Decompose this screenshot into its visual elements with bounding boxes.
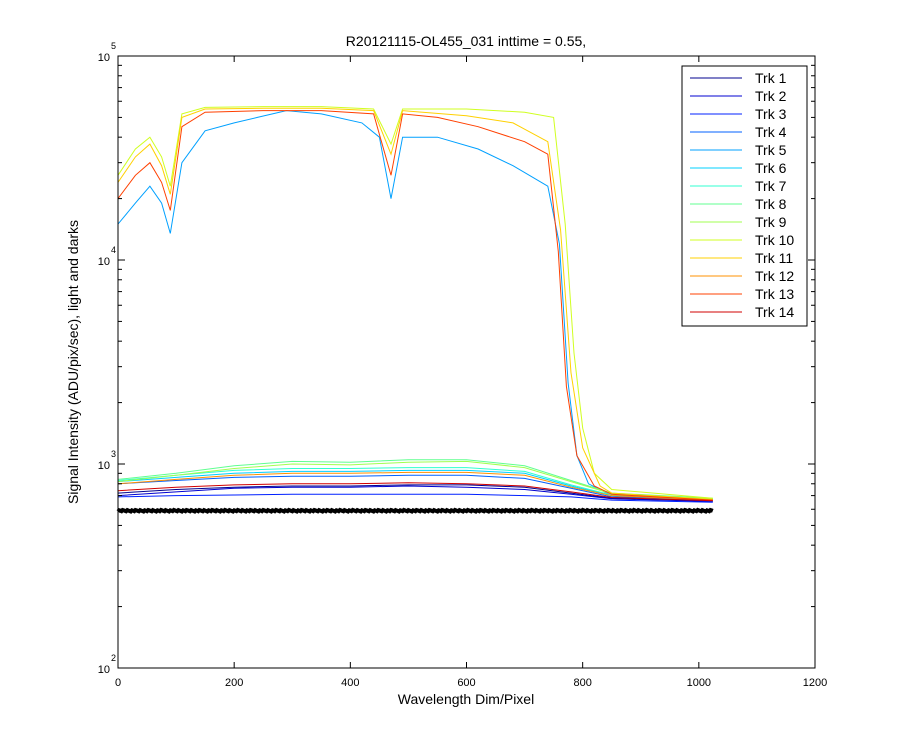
x-tick-label: 800 xyxy=(573,677,591,689)
legend: Trk 1 Trk 2 Trk 3 Trk 4 Trk 5 Trk 6 Trk 7 Trk 8… xyxy=(681,65,808,327)
legend-box xyxy=(681,65,808,327)
y-tick-exponent: 5 xyxy=(111,41,116,51)
legend-label: Trk 4 xyxy=(755,124,787,140)
series-layer xyxy=(118,106,713,503)
legend-label: Trk 2 xyxy=(755,88,787,104)
series-line-trk-9 xyxy=(118,460,713,500)
legend-label: Trk 9 xyxy=(755,214,787,230)
dark-frame-band xyxy=(116,507,714,514)
chart-title: R20121115-OL455_031 inttime = 0.55, xyxy=(346,33,586,49)
x-tick-label: 0 xyxy=(115,677,121,689)
y-tick-label: 10 xyxy=(98,52,110,64)
series-line-trk-14 xyxy=(118,482,713,502)
legend-label: Trk 13 xyxy=(755,286,794,302)
y-tick-exponent: 3 xyxy=(111,449,116,459)
legend-label: Trk 5 xyxy=(755,142,787,158)
y-tick-exponent: 4 xyxy=(111,245,116,255)
x-tick-label: 1000 xyxy=(687,677,711,689)
y-tick-label: 10 xyxy=(98,664,110,676)
x-tick-label: 1200 xyxy=(803,677,827,689)
legend-label: Trk 7 xyxy=(755,178,787,194)
legend-label: Trk 1 xyxy=(755,70,787,86)
x-tick-label: 200 xyxy=(225,677,243,689)
series-line-trk-7 xyxy=(118,467,713,500)
legend-label: Trk 11 xyxy=(755,250,793,266)
series-line-trk-3 xyxy=(118,493,713,503)
series-line-trk-10 xyxy=(118,106,713,499)
y-tick-label: 10 xyxy=(98,256,110,268)
legend-label: Trk 3 xyxy=(755,106,787,122)
series-line-trk-1 xyxy=(118,484,713,502)
y-tick-exponent: 2 xyxy=(111,653,116,663)
legend-label: Trk 12 xyxy=(755,268,794,284)
series-line-trk-5 xyxy=(118,110,713,502)
series-line-trk-8 xyxy=(118,459,713,499)
x-axis-label: Wavelength Dim/Pixel xyxy=(398,691,534,707)
series-line-trk-2 xyxy=(118,485,713,502)
darks-layer xyxy=(116,507,714,514)
series-line-trk-12 xyxy=(118,471,713,501)
y-axis-label: Signal Intensity (ADU/pix/sec), light an… xyxy=(65,220,81,504)
series-line-trk-4 xyxy=(118,474,713,500)
series-line-trk-11 xyxy=(118,107,713,500)
legend-label: Trk 14 xyxy=(755,304,794,320)
legend-label: Trk 6 xyxy=(755,160,787,176)
x-tick-label: 600 xyxy=(457,677,475,689)
series-line-trk-6 xyxy=(118,469,713,500)
y-tick-label: 10 xyxy=(98,460,110,472)
x-tick-label: 400 xyxy=(341,677,359,689)
legend-label: Trk 10 xyxy=(755,232,794,248)
series-line-trk-13 xyxy=(118,110,713,501)
legend-label: Trk 8 xyxy=(755,196,787,212)
